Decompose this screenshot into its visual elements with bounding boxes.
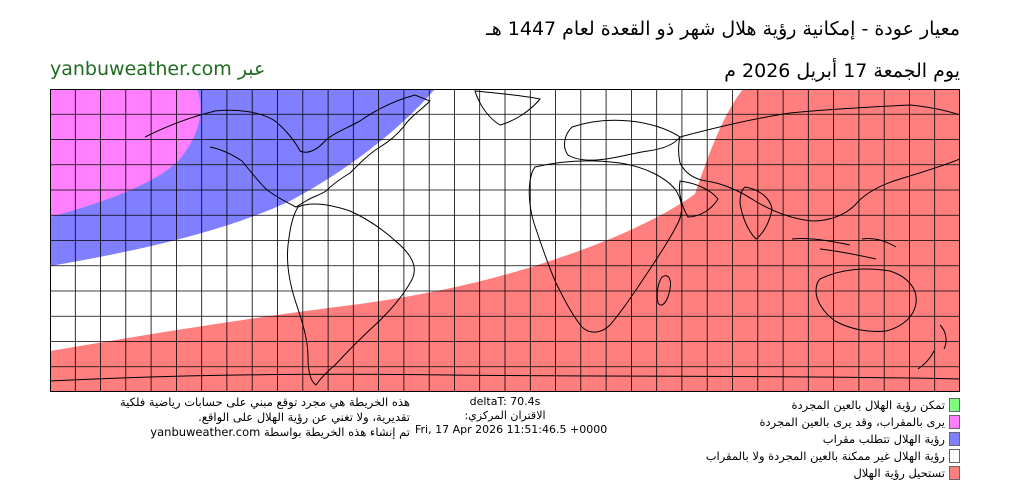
asia-outline [678, 104, 960, 222]
indonesia-outline [791, 238, 897, 260]
visibility-map [50, 89, 960, 392]
south-america-outline [287, 203, 415, 386]
india-outline [739, 186, 773, 240]
legend-swatch-telescope-maybe-naked [949, 414, 960, 429]
conjunction-label: الاقتران المركزي: [464, 409, 546, 422]
legend-item-naked-eye: تمكن رؤية الهلال بالعين المجردة [630, 396, 960, 413]
legend-item-telescope: رؤية الهلال تتطلب مقراب [630, 430, 960, 447]
madagascar-outline [656, 275, 671, 306]
astro-info: deltaT: 70.4s الاقتران المركزي: Fri, 17 … [415, 395, 608, 437]
legend-label-naked-eye: تمكن رؤية الهلال بالعين المجردة [791, 397, 945, 412]
world-map-svg [50, 89, 960, 392]
europe-outline [564, 119, 681, 161]
antarctica-outline [50, 373, 960, 382]
grid-lines [50, 89, 960, 392]
legend-label-impossible: تستحيل رؤية الهلال [853, 465, 945, 480]
map-title: معيار عودة - إمكانية رؤية هلال شهر ذو ال… [486, 18, 960, 40]
zone-telescope-maybe-naked [50, 89, 201, 217]
legend-swatch-not-possible [949, 448, 960, 463]
legend-item-not-possible: رؤية الهلال غير ممكنة بالعين المجردة ولا… [630, 447, 960, 464]
legend-label-not-possible: رؤية الهلال غير ممكنة بالعين المجردة ولا… [705, 448, 945, 463]
disclaimer-line-3: تم إنشاء هذه الخريطة بواسطة yanbuweather… [150, 425, 410, 439]
map-date: يوم الجمعة 17 أبريل 2026 م [724, 60, 960, 82]
disclaimer: هذه الخريطة هي مجرد توقع مبني على حسابات… [50, 395, 410, 440]
arabia-outline [679, 180, 719, 218]
africa-outline [528, 160, 683, 333]
legend-swatch-telescope [949, 431, 960, 446]
legend-swatch-naked-eye [949, 397, 960, 412]
legend-label-telescope-maybe-naked: يرى بالمقراب، وقد يرى بالعين المجردة [759, 414, 945, 429]
legend: تمكن رؤية الهلال بالعين المجردة يرى بالم… [630, 396, 960, 481]
legend-item-impossible: تستحيل رؤية الهلال [630, 464, 960, 481]
legend-item-telescope-maybe-naked: يرى بالمقراب، وقد يرى بالعين المجردة [630, 413, 960, 430]
map-border [50, 89, 960, 392]
coastlines [50, 90, 960, 386]
new-zealand-outline [917, 324, 947, 370]
source-credit: عبر yanbuweather.com [50, 58, 266, 80]
legend-swatch-impossible [949, 465, 960, 480]
conjunction-time: Fri, 17 Apr 2026 11:51:46.5 +0000 [415, 423, 608, 436]
legend-label-telescope: رؤية الهلال تتطلب مقراب [822, 431, 945, 446]
disclaimer-line-1: هذه الخريطة هي مجرد توقع مبني على حسابات… [119, 395, 410, 409]
disclaimer-line-2: تقديرية، ولا تغني عن رؤية الهلال على الو… [198, 410, 410, 424]
delta-t: deltaT: 70.4s [469, 395, 541, 408]
